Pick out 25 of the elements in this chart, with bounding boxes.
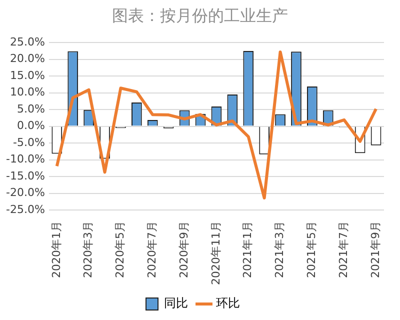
chart-title: 图表：按月份的工业生产 (111, 6, 289, 27)
y-tick-label: 0.0% (16, 119, 45, 132)
x-tick-label: 2021年1月 (241, 221, 254, 278)
y-tick-label: -10.0% (6, 152, 45, 166)
y-tick-label: 10.0% (10, 86, 45, 99)
x-tick-label: 2020年1月 (50, 221, 63, 278)
legend-label: 同比 (164, 296, 188, 310)
y-tick-label: -15.0% (6, 169, 45, 182)
x-tick-label: 2021年3月 (273, 221, 286, 278)
x-tick-label: 2020年11月 (209, 221, 222, 286)
y-tick-label: -5.0% (12, 136, 45, 149)
y-tick-label: -25.0% (6, 202, 45, 216)
x-tick-label: 2021年9月 (368, 221, 382, 278)
x-tick-label: 2020年5月 (114, 221, 127, 278)
x-tick-label: 2020年3月 (82, 221, 95, 278)
y-tick-label: 25.0% (10, 35, 45, 48)
x-tick-label: 2020年7月 (145, 221, 158, 278)
y-tick-label: 5.0% (16, 102, 45, 116)
y-tick-label: 15.0% (10, 68, 45, 82)
y-tick-label: 20.0% (10, 52, 45, 66)
legend-label: 环比 (216, 296, 240, 310)
x-tick-label: 2020年9月 (177, 221, 190, 278)
y-tick-label: -20.0% (6, 186, 45, 200)
x-tick-label: 2021年7月 (336, 221, 350, 278)
x-tick-label: 2021年5月 (305, 221, 318, 278)
